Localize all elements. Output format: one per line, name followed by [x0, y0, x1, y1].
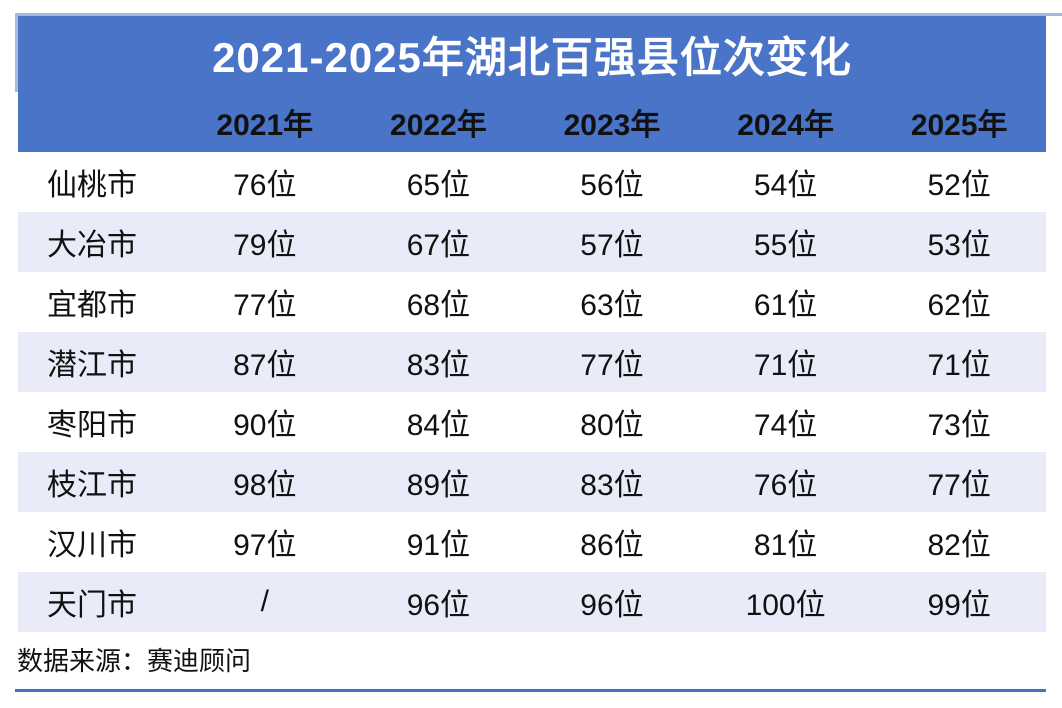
column-header-2025: 2025年	[910, 109, 1008, 142]
rank-value: 77位	[927, 469, 991, 502]
column-header-2022: 2022年	[390, 109, 487, 142]
city-name: 大冶市	[47, 229, 137, 262]
rank-value: 71位	[927, 349, 991, 382]
title-bar: 2021-2025年湖北百强县位次变化	[18, 16, 1046, 92]
rank-value: 90位	[233, 409, 297, 442]
rank-value: 76位	[233, 169, 297, 202]
rank-value: 82位	[927, 529, 991, 562]
rank-value: 99位	[927, 589, 991, 622]
rank-value: 83位	[406, 349, 471, 382]
column-header-2023: 2023年	[563, 109, 661, 142]
rank-value: 62位	[927, 289, 991, 322]
top-border-line	[15, 13, 1062, 16]
city-name: 仙桃市	[47, 169, 137, 202]
rank-value: 61位	[753, 289, 818, 322]
table-row: 仙桃市 76位 65位 56位 54位 52位	[18, 152, 1046, 212]
city-name: 枣阳市	[47, 409, 137, 442]
city-name: 天门市	[47, 589, 137, 622]
rank-value: 77位	[580, 349, 644, 382]
city-name: 枝江市	[47, 469, 137, 502]
city-name: 潜江市	[47, 349, 137, 382]
rank-value: 84位	[406, 409, 471, 442]
rank-value: 83位	[580, 469, 644, 502]
rank-value: 71位	[753, 349, 818, 382]
rank-value: 86位	[580, 529, 644, 562]
city-name: 宜都市	[47, 289, 137, 322]
rank-value: 91位	[406, 529, 471, 562]
rank-value: 100位	[745, 589, 826, 622]
rank-value: 63位	[580, 289, 644, 322]
rank-value: 96位	[580, 589, 644, 622]
table-body: 仙桃市 76位 65位 56位 54位 52位大冶市 79位 67位 57位 55位 53位宜都市 7…	[18, 152, 1046, 632]
rank-value: 97位	[233, 529, 297, 562]
rank-value: 73位	[927, 409, 991, 442]
table-row: 枝江市 98位 89位 83位 76位 77位	[18, 452, 1046, 512]
table-row: 大冶市 79位 67位 57位 55位 53位	[18, 212, 1046, 272]
table-row: 潜江市 87位 83位 77位 71位 71位	[18, 332, 1046, 392]
data-source-note: 数据来源：赛迪顾问	[17, 646, 252, 676]
rank-value: 74位	[753, 409, 818, 442]
table-row: 汉川市 97位 91位 86位 81位 82位	[18, 512, 1046, 572]
page-title: 2021-2025年湖北百强县位次变化	[212, 33, 852, 81]
rank-value: 80位	[580, 409, 644, 442]
rank-value: 52位	[927, 169, 991, 202]
column-header-2024: 2024年	[737, 109, 834, 142]
table-row: 天门市 / 96位 96位 100位 99位	[18, 572, 1046, 632]
rank-value: /	[260, 585, 269, 618]
rank-value: 55位	[753, 229, 818, 262]
rank-value: 79位	[233, 229, 297, 262]
table-row: 枣阳市 90位 84位 80位 74位 73位	[18, 392, 1046, 452]
rank-value: 57位	[580, 229, 644, 262]
rank-value: 77位	[233, 289, 297, 322]
column-header-row: 2021年 2022年 2023年 2024年 2025年	[18, 92, 1046, 152]
city-name: 汉川市	[47, 529, 137, 562]
left-border-line	[15, 13, 18, 92]
rank-value: 98位	[233, 469, 297, 502]
rank-value: 67位	[406, 229, 471, 262]
rank-value: 54位	[753, 169, 818, 202]
rank-value: 53位	[927, 229, 991, 262]
rank-value: 76位	[753, 469, 818, 502]
table-header: 2021-2025年湖北百强县位次变化 2021年 2022年 2023年 20…	[18, 16, 1046, 152]
rank-value: 56位	[580, 169, 644, 202]
bottom-border-line	[15, 689, 1046, 692]
rank-value: 87位	[233, 349, 297, 382]
rank-value: 65位	[406, 169, 471, 202]
rank-value: 81位	[753, 529, 818, 562]
rank-value: 89位	[406, 469, 471, 502]
table-row: 宜都市 77位 68位 63位 61位 62位	[18, 272, 1046, 332]
rank-value: 96位	[406, 589, 471, 622]
column-header-2021: 2021年	[216, 109, 314, 142]
rank-value: 68位	[406, 289, 471, 322]
